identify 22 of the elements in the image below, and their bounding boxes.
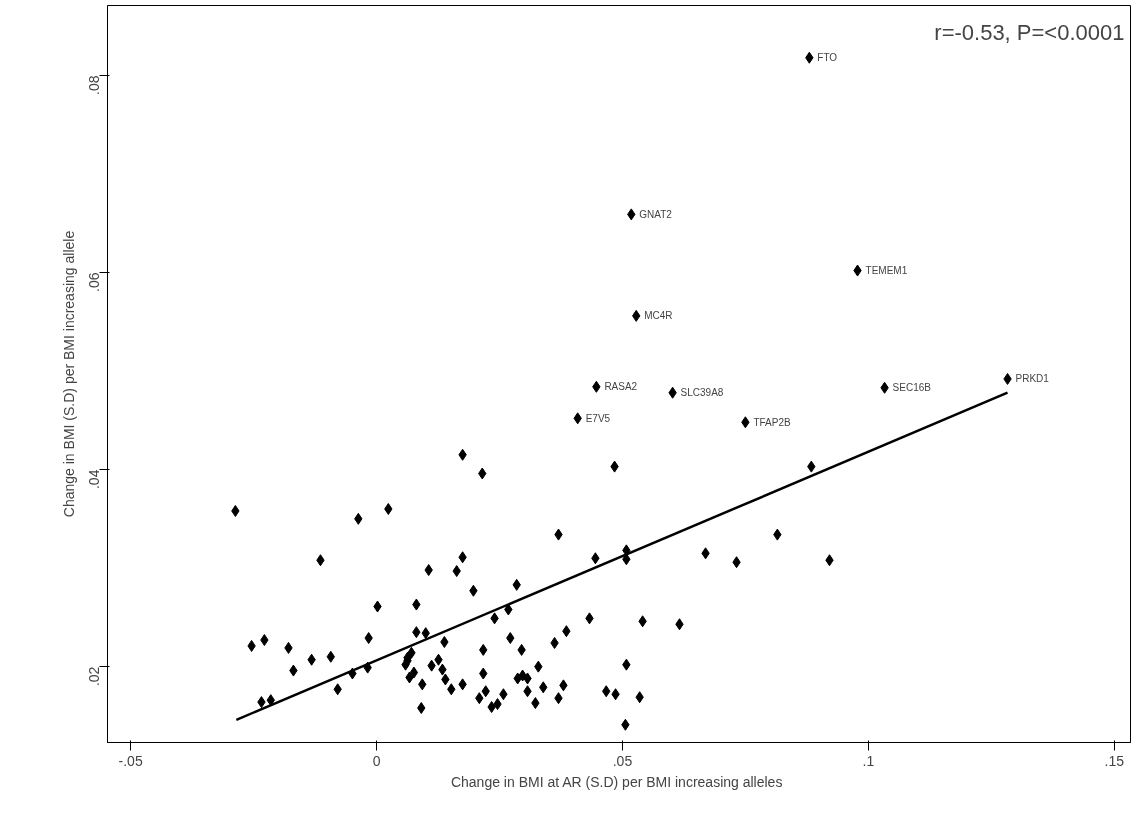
x-tick-label: .05 bbox=[612, 752, 633, 769]
annotation: GNAT2 bbox=[639, 208, 673, 220]
annotation: TFAP2B bbox=[753, 416, 791, 428]
annotation: MC4R bbox=[644, 310, 673, 322]
y-axis-title: Change in BMI (S.D) per BMI increasing allele bbox=[60, 230, 77, 518]
y-tick-label: .08 bbox=[86, 75, 103, 95]
y-tick-label: .02 bbox=[86, 666, 103, 687]
y-tick-label: .06 bbox=[86, 272, 103, 292]
annotation: E7V5 bbox=[585, 412, 611, 424]
annotation: PRKD1 bbox=[1015, 373, 1050, 385]
x-tick-label: -.05 bbox=[118, 752, 143, 769]
x-tick-label: .1 bbox=[862, 752, 875, 769]
y-tick-label: .04 bbox=[86, 469, 103, 490]
annotation: RASA2 bbox=[604, 381, 638, 393]
x-axis-title: Change in BMI at AR (S.D) per BMI increasing alleles bbox=[450, 773, 783, 790]
x-tick-label: 0 bbox=[372, 752, 381, 769]
annotation: SEC16B bbox=[892, 382, 932, 394]
annotation: FTO bbox=[817, 52, 838, 64]
x-tick-label: .15 bbox=[1104, 752, 1125, 769]
annotation: r=-0.53, P=<0.0001 bbox=[934, 19, 1125, 45]
annotation: TEMEM1 bbox=[865, 265, 908, 277]
annotation: SLC39A8 bbox=[680, 387, 724, 399]
